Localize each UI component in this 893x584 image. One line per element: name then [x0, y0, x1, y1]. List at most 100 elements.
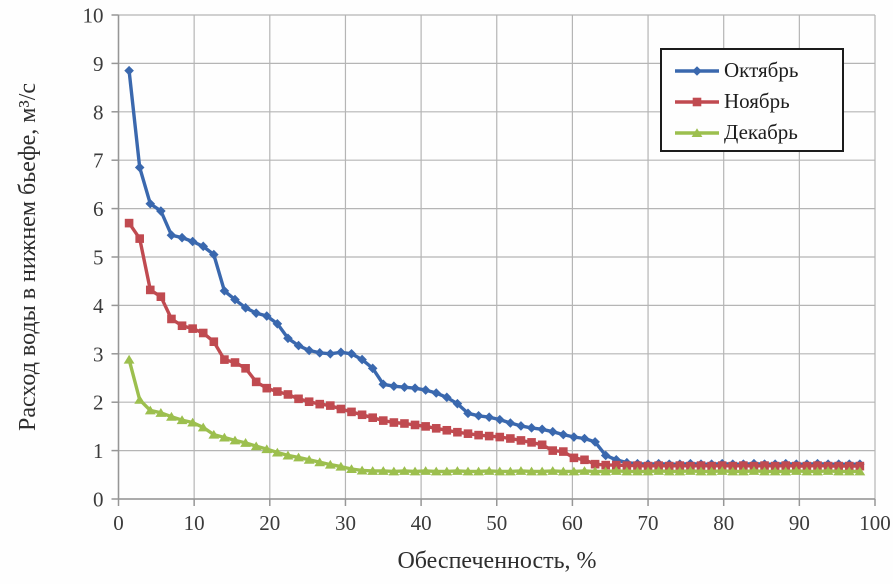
marker-triangle	[409, 466, 421, 476]
marker-diamond	[389, 381, 399, 392]
marker-square	[802, 461, 812, 471]
marker-triangle	[293, 452, 304, 462]
marker-square	[294, 394, 303, 404]
y-tick-label: 0	[93, 488, 104, 512]
marker-square	[326, 401, 335, 410]
marker-diamond	[272, 318, 283, 329]
marker-square	[421, 422, 430, 431]
marker-diamond	[367, 363, 378, 374]
marker-diamond	[156, 206, 166, 216]
marker-triangle	[642, 466, 654, 476]
marker-diamond	[558, 429, 569, 440]
marker-square	[156, 292, 166, 301]
marker-triangle	[632, 466, 643, 476]
marker-triangle	[303, 454, 315, 464]
marker-triangle	[176, 415, 188, 425]
y-tick-label: 3	[93, 342, 104, 366]
marker-square	[686, 461, 695, 471]
series-november-markers	[124, 218, 865, 471]
marker-diamond	[494, 414, 505, 425]
legend-label-december: Декабрь	[724, 120, 798, 144]
marker-square	[633, 461, 642, 470]
marker-triangle	[452, 466, 463, 475]
marker-square	[145, 285, 155, 295]
marker-triangle	[134, 394, 146, 404]
marker-square	[315, 399, 325, 409]
marker-diamond	[420, 385, 431, 395]
marker-diamond	[692, 65, 702, 76]
x-axis-title: Обеспеченность, %	[397, 548, 597, 574]
marker-square	[707, 461, 716, 471]
marker-diamond	[452, 398, 463, 409]
marker-triangle	[271, 447, 283, 457]
marker-triangle	[568, 466, 580, 476]
marker-square	[209, 337, 219, 346]
marker-diamond	[569, 432, 579, 442]
marker-triangle	[557, 466, 569, 476]
marker-diamond	[293, 340, 304, 351]
marker-square	[643, 461, 653, 471]
marker-square	[548, 446, 558, 455]
marker-square	[770, 461, 780, 471]
marker-square	[453, 427, 462, 437]
marker-diamond	[579, 433, 590, 444]
marker-triangle	[748, 466, 760, 475]
marker-triangle	[589, 466, 601, 476]
marker-square	[855, 461, 865, 471]
marker-triangle	[780, 466, 792, 476]
marker-diamond	[251, 308, 261, 318]
marker-diamond	[590, 437, 600, 447]
marker-square	[135, 234, 144, 243]
marker-triangle	[695, 466, 707, 476]
marker-triangle	[240, 438, 251, 447]
x-tick-label: 20	[259, 511, 280, 535]
marker-square	[220, 355, 229, 364]
marker-triangle	[430, 466, 442, 476]
marker-triangle	[250, 441, 262, 451]
x-tick-label: 40	[411, 511, 432, 535]
marker-square	[484, 431, 494, 441]
marker-triangle	[822, 466, 834, 475]
marker-square	[251, 377, 261, 387]
marker-diamond	[314, 348, 325, 358]
november-line-marker-icon	[675, 97, 719, 106]
marker-square	[728, 461, 738, 471]
marker-triangle	[420, 466, 432, 475]
y-tick-label: 10	[83, 4, 104, 28]
marker-triangle	[187, 417, 199, 427]
marker-square	[336, 404, 346, 414]
marker-triangle	[377, 466, 389, 475]
marker-diamond	[209, 249, 219, 260]
series-december-line	[127, 357, 862, 474]
marker-triangle	[812, 466, 823, 476]
marker-triangle	[727, 466, 739, 476]
marker-diamond	[325, 349, 336, 359]
marker-triangle	[674, 466, 686, 476]
marker-square	[590, 459, 600, 469]
marker-triangle	[335, 461, 347, 471]
marker-triangle	[706, 466, 717, 476]
marker-triangle	[399, 466, 410, 475]
marker-diamond	[537, 424, 547, 435]
marker-triangle	[663, 466, 675, 476]
marker-diamond	[283, 333, 293, 344]
marker-triangle	[473, 466, 484, 476]
marker-square	[516, 436, 526, 445]
marker-square	[739, 461, 748, 470]
marker-diamond	[261, 311, 272, 321]
marker-square	[442, 425, 452, 435]
marker-diamond	[240, 303, 251, 313]
marker-square	[749, 461, 759, 471]
marker-square	[813, 461, 822, 470]
marker-square	[569, 453, 579, 463]
marker-triangle	[716, 466, 728, 475]
marker-square	[834, 461, 843, 471]
marker-square	[622, 461, 632, 470]
x-tick-label: 10	[184, 511, 205, 535]
y-tick-label: 5	[93, 246, 104, 270]
series-december-markers	[123, 354, 866, 476]
marker-triangle	[261, 444, 273, 454]
legend: Октябрь Ноябрь Декабрь	[660, 48, 844, 152]
marker-triangle	[547, 466, 559, 475]
y-axis-title: Расход воды в нижнем бьефе, м³/с	[15, 82, 41, 432]
